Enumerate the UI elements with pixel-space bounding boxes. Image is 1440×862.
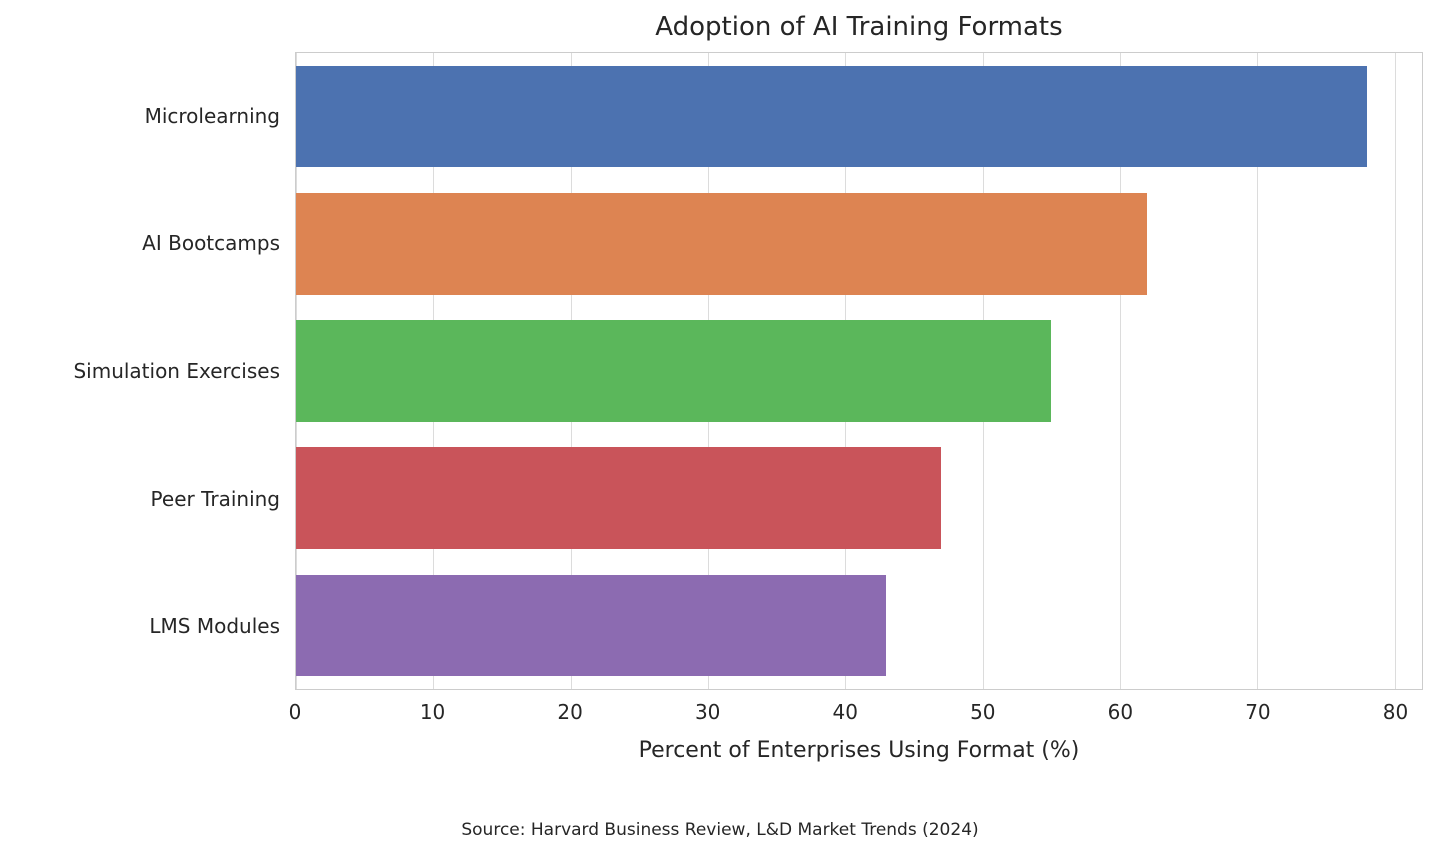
x-axis: 0 10 20 30 40 50 60 70 80	[289, 700, 1423, 728]
x-axis-label: Percent of Enterprises Using Format (%)	[638, 738, 1080, 763]
x-tick-label: 0	[288, 700, 302, 724]
source-note: Source: Harvard Business Review, L&D Mar…	[461, 820, 979, 840]
bar-lms-modules	[296, 574, 887, 677]
x-tick-label: 60	[1107, 700, 1134, 724]
y-tick-label: LMS Modules	[149, 614, 280, 639]
y-tick-label: Peer Training	[150, 486, 280, 511]
x-tick-label: 30	[694, 700, 721, 724]
chart-title: Adoption of AI Training Formats	[655, 12, 1063, 42]
bar-peer-training	[296, 447, 942, 550]
bar-ai-bootcamps	[296, 192, 1148, 295]
x-tick-label: 80	[1382, 700, 1409, 724]
y-tick-label: Simulation Exercises	[73, 359, 280, 383]
y-tick-label: AI Bootcamps	[142, 231, 280, 256]
gridline	[1394, 53, 1396, 689]
y-axis: Microlearning AI Bootcamps Simulation Exer…	[0, 52, 280, 690]
x-tick-label: 50	[970, 700, 996, 724]
gridline	[1119, 53, 1121, 689]
x-tick-label: 20	[557, 700, 583, 724]
x-tick-label: 10	[419, 700, 446, 724]
y-tick-label: Microlearning	[144, 103, 280, 128]
x-tick-label: 70	[1245, 700, 1271, 724]
bar-simulation-exercises	[296, 320, 1052, 422]
gridline	[1257, 53, 1259, 689]
x-tick-label: 40	[832, 700, 858, 724]
bar-microlearning	[296, 65, 1368, 168]
plot-area	[295, 52, 1423, 690]
